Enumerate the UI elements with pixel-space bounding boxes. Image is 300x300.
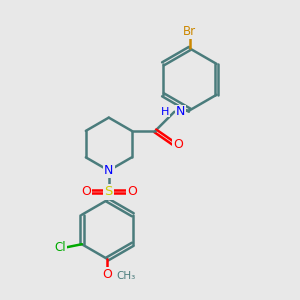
Text: O: O xyxy=(127,185,137,198)
Text: N: N xyxy=(176,105,185,118)
Text: Cl: Cl xyxy=(54,241,65,254)
Text: O: O xyxy=(102,268,112,281)
Text: O: O xyxy=(173,138,183,151)
Text: CH₃: CH₃ xyxy=(116,271,135,281)
Text: H: H xyxy=(161,107,169,117)
Text: N: N xyxy=(104,164,113,177)
Text: S: S xyxy=(105,185,113,198)
Text: O: O xyxy=(81,185,91,198)
Text: Br: Br xyxy=(183,25,196,38)
